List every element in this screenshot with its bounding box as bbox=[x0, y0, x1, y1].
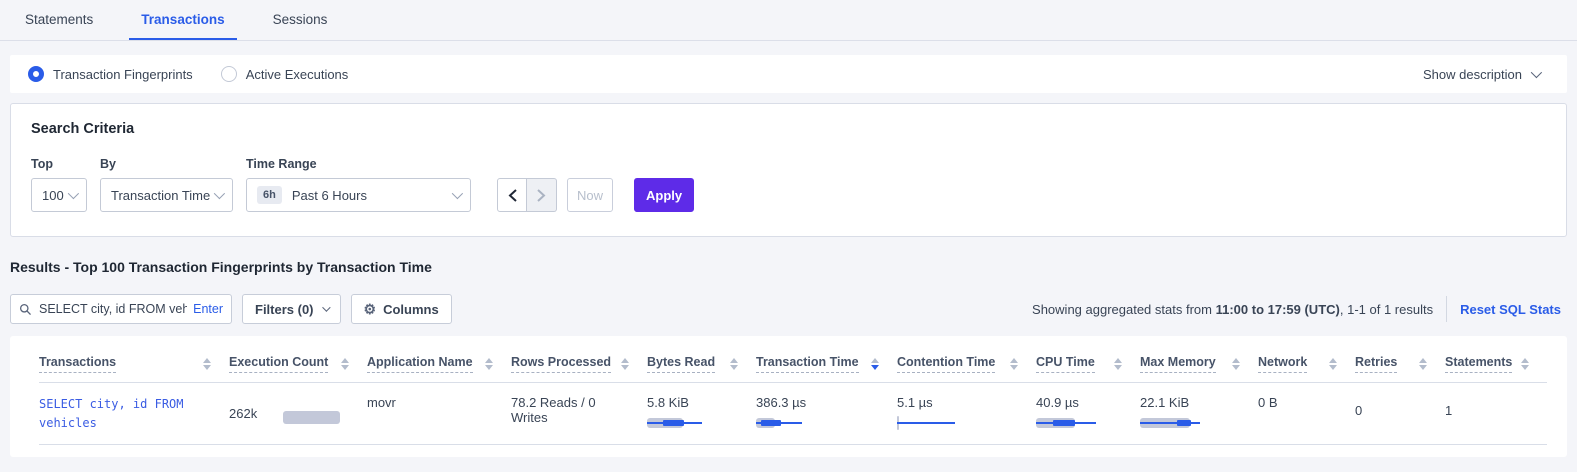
search-input[interactable] bbox=[39, 302, 188, 316]
radio-label: Transaction Fingerprints bbox=[53, 66, 193, 82]
col-bytes-read[interactable]: Bytes Read bbox=[647, 355, 716, 373]
cell-rows-processed: 78.2 Reads / 0 Writes bbox=[511, 395, 596, 425]
chevron-down-icon bbox=[451, 187, 464, 200]
tab-statements[interactable]: Statements bbox=[25, 11, 94, 27]
by-label: By bbox=[100, 157, 116, 171]
time-range-group: Time Range 6h Past 6 Hours bbox=[246, 157, 471, 212]
cell-application-name: movr bbox=[367, 395, 396, 410]
sort-icon-active[interactable] bbox=[871, 358, 879, 370]
sort-icon[interactable] bbox=[1114, 358, 1122, 370]
results-heading: Results - Top 100 Transaction Fingerprin… bbox=[10, 259, 432, 275]
col-execution-count[interactable]: Execution Count bbox=[229, 355, 329, 373]
time-nav-arrows bbox=[497, 178, 557, 212]
cell-max-memory: 22.1 KiB bbox=[1140, 383, 1258, 444]
col-rows-processed[interactable]: Rows Processed bbox=[511, 355, 612, 373]
transactions-table: Transactions Execution Count Application… bbox=[10, 336, 1567, 457]
cell-contention-time: 5.1 µs bbox=[897, 383, 1036, 444]
sort-icon[interactable] bbox=[1419, 358, 1427, 370]
search-criteria-card: Search Criteria Top 100 By Transaction T… bbox=[10, 103, 1567, 237]
previous-range-button[interactable] bbox=[497, 178, 527, 212]
apply-button[interactable]: Apply bbox=[634, 178, 695, 212]
sort-icon[interactable] bbox=[203, 358, 211, 370]
time-range-label: Time Range bbox=[246, 157, 317, 171]
results-controls: Enter Filters (0) ⚙ Columns Showing aggr… bbox=[10, 294, 1567, 324]
chevron-left-icon bbox=[508, 188, 517, 202]
show-description-toggle[interactable]: Show description bbox=[1423, 66, 1543, 82]
radio-transaction-fingerprints[interactable]: Transaction Fingerprints bbox=[28, 66, 193, 82]
col-max-memory[interactable]: Max Memory bbox=[1140, 355, 1216, 373]
col-transactions[interactable]: Transactions bbox=[39, 355, 117, 373]
time-range-select[interactable]: 6h Past 6 Hours bbox=[246, 178, 471, 212]
cell-bytes-read: 5.8 KiB bbox=[647, 383, 756, 444]
columns-button[interactable]: ⚙ Columns bbox=[350, 294, 452, 324]
sort-icon[interactable] bbox=[485, 358, 493, 370]
show-description-label: Show description bbox=[1423, 66, 1522, 82]
radio-label: Active Executions bbox=[245, 66, 349, 82]
chevron-down-icon bbox=[1530, 66, 1543, 79]
sort-icon[interactable] bbox=[341, 358, 349, 370]
max-memory-bar bbox=[1140, 417, 1240, 429]
col-cpu-time[interactable]: CPU Time bbox=[1036, 355, 1095, 373]
chevron-down-icon bbox=[213, 187, 226, 200]
col-statements[interactable]: Statements bbox=[1445, 355, 1513, 373]
divider bbox=[1446, 296, 1448, 322]
cell-transaction-time: 386.3 µs bbox=[756, 383, 897, 444]
top-group: Top 100 bbox=[31, 157, 87, 212]
tab-transactions[interactable]: Transactions bbox=[129, 0, 237, 40]
table-row: SELECT city, id FROM vehicles 262k movr … bbox=[39, 383, 1547, 446]
cell-statements: 1 bbox=[1445, 403, 1453, 418]
page-tabs: Statements Transactions Sessions bbox=[0, 0, 1577, 41]
time-range-badge: 6h bbox=[257, 186, 282, 204]
chevron-right-icon bbox=[537, 188, 546, 202]
columns-label: Columns bbox=[383, 301, 439, 317]
sort-icon[interactable] bbox=[1232, 358, 1240, 370]
statement-search-box[interactable]: Enter bbox=[10, 294, 232, 324]
col-application-name[interactable]: Application Name bbox=[367, 355, 473, 373]
radio-active-executions[interactable]: Active Executions bbox=[220, 66, 349, 82]
sort-icon[interactable] bbox=[621, 358, 629, 370]
transaction-fingerprint-link[interactable]: SELECT city, id FROM vehicles bbox=[39, 397, 184, 430]
cell-cpu-time: 40.9 µs bbox=[1036, 383, 1140, 444]
aggregated-stats-text: Showing aggregated stats from 11:00 to 1… bbox=[1032, 301, 1434, 317]
cell-retries: 0 bbox=[1355, 403, 1363, 418]
gear-icon: ⚙ bbox=[363, 301, 377, 317]
top-select[interactable]: 100 bbox=[31, 178, 87, 212]
by-select[interactable]: Transaction Time bbox=[100, 178, 233, 212]
filters-label: Filters (0) bbox=[255, 301, 314, 317]
col-network[interactable]: Network bbox=[1258, 355, 1308, 373]
bytes-read-bar bbox=[647, 417, 738, 429]
top-select-value: 100 bbox=[42, 187, 64, 203]
chevron-down-icon bbox=[67, 187, 80, 200]
filters-button[interactable]: Filters (0) bbox=[242, 294, 341, 324]
sort-icon[interactable] bbox=[1521, 358, 1529, 370]
sort-icon[interactable] bbox=[1010, 358, 1018, 370]
radio-selected-icon bbox=[28, 66, 44, 82]
by-group: By Transaction Time bbox=[100, 157, 233, 212]
cpu-time-bar bbox=[1036, 417, 1122, 429]
view-toggle-bar: Transaction Fingerprints Active Executio… bbox=[10, 55, 1567, 93]
col-contention-time[interactable]: Contention Time bbox=[897, 355, 996, 373]
next-range-button[interactable] bbox=[527, 178, 557, 212]
sort-icon[interactable] bbox=[730, 358, 738, 370]
now-button[interactable]: Now bbox=[567, 178, 613, 212]
search-enter-button[interactable]: Enter bbox=[193, 302, 223, 316]
by-select-value: Transaction Time bbox=[111, 187, 211, 203]
cell-network: 0 B bbox=[1258, 395, 1278, 410]
search-criteria-title: Search Criteria bbox=[31, 121, 135, 137]
col-transaction-time[interactable]: Transaction Time bbox=[756, 355, 859, 373]
radio-unselected-icon bbox=[220, 66, 237, 82]
col-retries[interactable]: Retries bbox=[1355, 355, 1398, 373]
chevron-down-icon bbox=[321, 303, 331, 312]
time-range-value: Past 6 Hours bbox=[291, 187, 367, 203]
contention-time-bar bbox=[897, 416, 1018, 430]
transaction-time-bar bbox=[756, 417, 879, 429]
tab-sessions[interactable]: Sessions bbox=[272, 11, 328, 27]
sort-icon[interactable] bbox=[1329, 358, 1337, 370]
reset-sql-stats-link[interactable]: Reset SQL Stats bbox=[1460, 301, 1561, 317]
table-header-row: Transactions Execution Count Application… bbox=[39, 345, 1547, 383]
execution-count-bar bbox=[283, 411, 343, 425]
top-label: Top bbox=[31, 157, 53, 171]
search-icon bbox=[19, 303, 31, 315]
cell-execution-count: 262k bbox=[229, 383, 367, 444]
